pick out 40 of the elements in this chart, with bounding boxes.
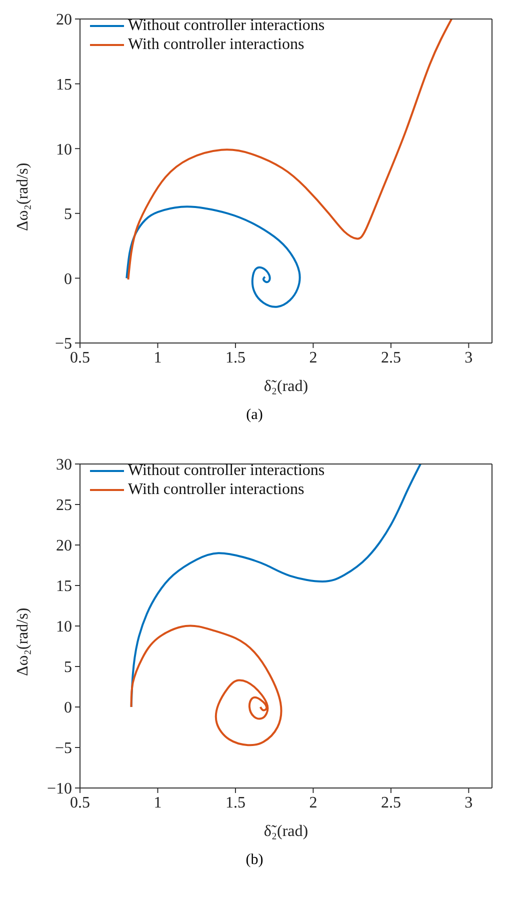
- x-tick-label: 0.5: [70, 794, 90, 812]
- legend-label: With controller interactions: [128, 35, 304, 54]
- y-tick-label: 15: [56, 76, 72, 94]
- y-tick-label: 20: [56, 538, 72, 555]
- x-tick-label: 1.5: [225, 349, 246, 366]
- x-tick-label: 1: [154, 349, 162, 366]
- x-tick-label: 2: [309, 349, 318, 366]
- x-tick-label: 3: [464, 349, 473, 366]
- y-axis-title: Δω₂(rad/s): [14, 608, 32, 676]
- legend-label: With controller interactions: [128, 480, 304, 499]
- x-tick-label: 2: [309, 794, 318, 812]
- y-tick-label: 0: [64, 270, 72, 288]
- text: (b): [244, 852, 264, 869]
- y-tick-label: 30: [56, 456, 72, 474]
- y-tick-label: 20: [56, 12, 72, 29]
- x-tick-label: 2.5: [380, 349, 401, 366]
- y-tick-label: 15: [56, 578, 72, 596]
- y-tick-label: −10: [46, 780, 72, 798]
- y-tick-label: 10: [56, 618, 72, 636]
- x-tick-label: 1: [154, 794, 162, 812]
- y-tick-label: −5: [54, 740, 72, 758]
- line-series: [130, 624, 282, 746]
- legend-label: Without controller interactions: [128, 461, 325, 480]
- y-tick-label: 25: [56, 497, 72, 514]
- y-tick-label: 5: [64, 659, 72, 676]
- y-axis-title: Δω₂(rad/s): [14, 162, 32, 231]
- line-series: [127, 19, 453, 280]
- legend-label: Without controller interactions: [128, 16, 325, 35]
- x-tick-label: 1.5: [225, 794, 246, 812]
- y-tick-label: 10: [56, 141, 72, 158]
- x-tick-label: 2.5: [380, 794, 401, 812]
- x-axis-title: δ̃₂(rad): [264, 823, 308, 840]
- x-axis-title: δ̃₂(rad): [264, 378, 308, 395]
- text: (a): [245, 407, 264, 424]
- y-tick-label: 5: [64, 206, 72, 224]
- line-series: [126, 206, 301, 308]
- y-tick-label: −5: [54, 336, 72, 353]
- x-tick-label: 3: [464, 794, 473, 812]
- x-tick-label: 0.5: [70, 349, 90, 366]
- y-tick-label: 0: [64, 700, 72, 717]
